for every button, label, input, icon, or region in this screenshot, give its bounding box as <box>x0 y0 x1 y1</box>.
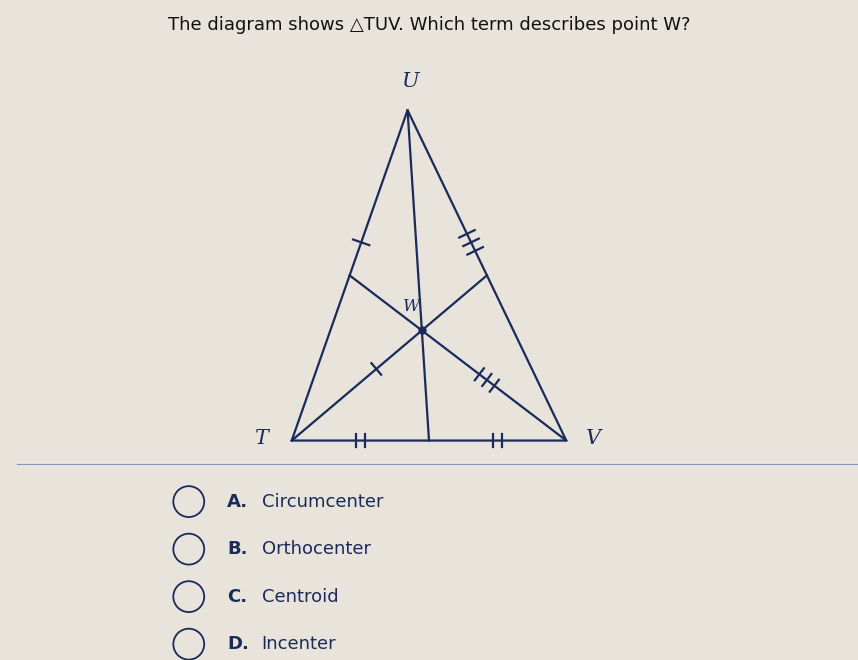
Text: Orthocenter: Orthocenter <box>262 540 371 558</box>
Text: A.: A. <box>227 492 249 511</box>
Text: W: W <box>402 298 420 315</box>
Text: The diagram shows △TUV. Which term describes point W?: The diagram shows △TUV. Which term descr… <box>168 16 690 34</box>
Text: C.: C. <box>227 587 247 606</box>
Text: Centroid: Centroid <box>262 587 338 606</box>
Text: V: V <box>585 429 601 448</box>
Text: Circumcenter: Circumcenter <box>262 492 384 511</box>
Text: D.: D. <box>227 635 249 653</box>
Text: B.: B. <box>227 540 248 558</box>
Text: Incenter: Incenter <box>262 635 336 653</box>
Text: T: T <box>254 429 268 448</box>
Text: U: U <box>401 72 419 91</box>
